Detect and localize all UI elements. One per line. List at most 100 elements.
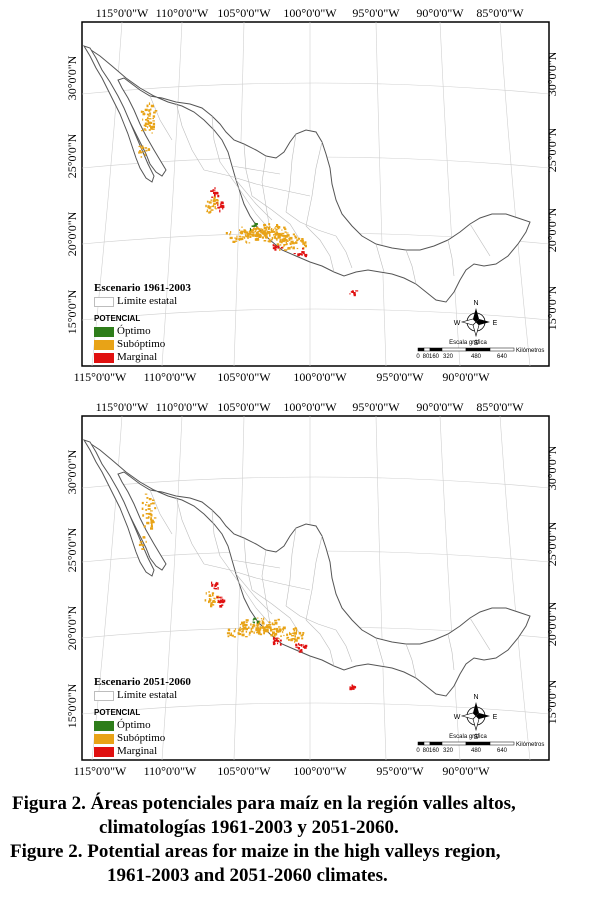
bottom-longitude-label: 105°0'0"W [217,764,271,778]
suboptimo-patch [294,635,296,638]
suboptimo-patch [274,632,278,636]
suboptimo-patch [288,638,290,641]
suboptimo-patch [230,231,232,234]
top-longitude-label: 115°0'0"W [96,6,149,20]
suboptimo-patch [262,625,264,628]
marginal-patch [274,245,277,248]
suboptimo-patch [282,628,284,631]
suboptimo-patch [258,228,262,230]
marginal-patch [301,253,303,256]
left-latitude-label: 20°0'0"N [65,211,79,256]
suboptimo-patch [295,632,297,634]
suboptimo-patch [150,519,154,522]
compass-point-north [473,308,479,322]
suboptimo-patch [272,231,275,233]
suboptimo-patch [144,125,147,127]
state-boundary [375,243,385,273]
suboptimo-patch [210,209,214,211]
suboptimo-patch [242,628,245,631]
suboptimo-patch [150,510,153,512]
suboptimo-patch [291,635,295,637]
optimo-patch [257,621,259,624]
scale-number: 80 [423,748,430,754]
marginal-patch [350,291,354,293]
graticule-meridian [233,415,245,761]
compass-n-label: N [473,694,478,701]
optimo-patch [253,224,257,227]
baja-california-outline [82,45,155,183]
state-boundary [305,225,335,273]
suboptimo-patch [273,636,275,638]
scale-segment [423,347,431,352]
suboptimo-patch [259,626,261,628]
marginal-patch [219,203,222,205]
suboptimo-patch [281,232,285,235]
figure-caption: Figura 2. Áreas potenciales para maíz en… [0,792,603,888]
suboptimo-patch [150,521,153,524]
state-boundary [335,235,353,269]
state-boundary [251,589,301,635]
suboptimo-patch [141,501,144,505]
suboptimo-patch [214,598,216,600]
marginal-patch [302,247,304,250]
caption-line-4: 1961-2003 and 2051-2060 climates. [107,865,388,886]
scale-unit: Kilómetros [516,348,544,354]
left-latitude-label: 15°0'0"N [65,289,79,334]
marginal-patch [305,255,307,258]
suboptimo-patch [273,236,277,239]
bottom-longitude-label: 115°0'0"W [74,764,127,778]
suboptimo-patch [263,631,265,635]
suboptimo-patch [212,200,216,203]
left-latitude-label: 30°0'0"N [65,449,79,494]
state-boundary [235,573,273,615]
scale-number: 160 [429,354,440,360]
marginal-patch [273,245,277,247]
scale-number: 640 [497,354,508,360]
suboptimo-patch [290,638,293,642]
marginal-patch [220,204,222,207]
suboptimo-patch [281,229,283,231]
compass-s-label: S [474,734,479,741]
marginal-patch [212,189,214,192]
suboptimo-patch [280,241,283,244]
suboptimo-patch [253,631,255,634]
marginal-patch [299,253,302,256]
state-boundary [469,617,491,651]
scale-segment [465,741,491,746]
suboptimo-patch [268,226,271,229]
suboptimo-patch [294,235,297,237]
state-boundary [243,537,253,591]
suboptimo-patch [139,541,142,543]
suboptimo-patch [258,628,262,631]
marginal-patch [219,598,223,600]
top-longitude-label: 85°0'0"W [476,6,524,20]
suboptimo-patch [150,518,153,521]
marginal-patch [272,247,275,250]
suboptimo-patch [208,600,211,603]
suboptimo-patch [256,226,259,230]
legend-row-limite: Límite estatal [94,689,191,702]
suboptimo-patch [275,226,278,228]
suboptimo-patch [293,632,297,635]
state-boundary [175,495,205,565]
marginal-patch [272,641,276,644]
suboptimo-patch [141,147,144,150]
suboptimo-patch [278,232,281,236]
marginal-patch [274,248,277,251]
suboptimo-patch [257,630,261,632]
legend-row-marginal: Marginal [94,351,191,364]
suboptimo-patch [263,226,267,230]
marginal-patch [303,646,306,648]
compass-s-label: S [474,340,479,347]
marginal-patch [220,596,223,598]
marginal-patch [213,191,216,194]
suboptimo-patch [256,232,259,235]
suboptimo-patch [283,244,285,247]
marginal-patch [211,196,213,198]
marginal-patch [221,600,225,604]
suboptimo-patch [272,632,275,634]
legend-label-suboptimo: Subóptimo [117,732,166,744]
marginal-patch [216,202,218,204]
suboptimo-patch [284,249,288,251]
suboptimo-patch [267,630,269,633]
